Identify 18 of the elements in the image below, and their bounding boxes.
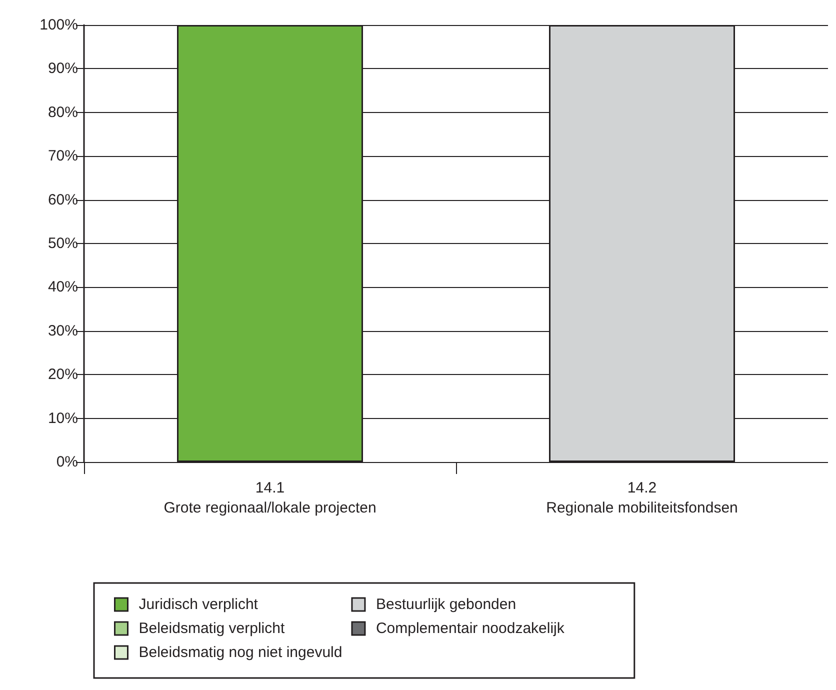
y-tick-label: 10%: [48, 410, 78, 427]
x-tick-label: 14.1 Grote regionaal/lokale projecten: [164, 480, 376, 516]
y-tick-label: 0%: [56, 454, 78, 470]
y-tick-label: 100%: [40, 16, 78, 34]
legend-label: Beleidsmatig verplicht: [138, 620, 286, 637]
y-tick-label: 30%: [48, 322, 78, 340]
x-tick-label: 14.2 Regionale mobiliteitsfondsen: [546, 480, 738, 516]
y-tick-label: 70%: [48, 148, 78, 165]
legend-label: Bestuurlijk gebonden: [376, 596, 516, 613]
legend-label: Juridisch verplicht: [138, 596, 259, 613]
y-tick-label: 60%: [48, 191, 78, 208]
y-tick-label: 40%: [48, 278, 78, 296]
legend-label: Beleidsmatig nog niet ingevuld: [138, 644, 342, 661]
y-tick-label: 80%: [48, 104, 78, 121]
y-tick-label: 50%: [48, 235, 78, 252]
legend-label: Complementair noodzakelijk: [376, 620, 565, 637]
y-tick-label: 90%: [48, 60, 78, 78]
y-tick-label: 20%: [48, 366, 78, 384]
